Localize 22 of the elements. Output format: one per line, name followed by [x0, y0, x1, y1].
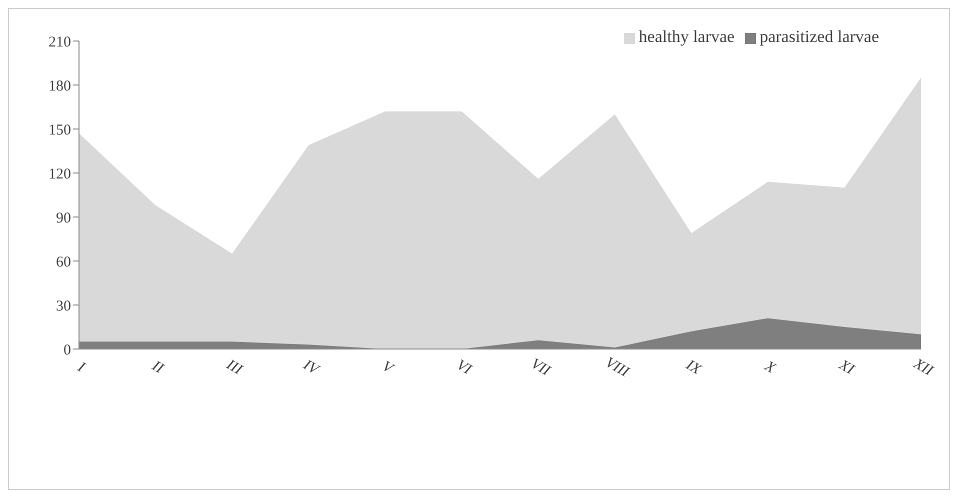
x-tick-label: II — [148, 358, 167, 378]
y-tick-label: 120 — [48, 166, 71, 182]
x-tick-label: VII — [528, 356, 554, 380]
x-tick-label: IV — [300, 356, 322, 379]
y-tick-label: 150 — [48, 122, 71, 138]
legend-label: parasitized larvae — [760, 27, 879, 46]
y-tick-label: 0 — [64, 342, 71, 358]
x-tick-label: IX — [682, 356, 704, 378]
x-tick-label: VI — [454, 357, 475, 378]
x-tick-label: XII — [910, 355, 936, 380]
y-tick-label: 60 — [56, 254, 71, 270]
x-tick-label: V — [379, 358, 397, 378]
x-tick-label: VIII — [602, 354, 632, 381]
x-tick-label: XI — [835, 356, 858, 378]
x-tick-label: X — [761, 358, 779, 378]
legend-label: healthy larvae — [638, 27, 735, 46]
x-tick-label: I — [74, 358, 88, 376]
y-tick-label: 30 — [56, 298, 71, 314]
y-tick-label: 90 — [56, 210, 71, 226]
y-tick-label: 180 — [48, 78, 71, 94]
y-tick-label: 210 — [48, 34, 71, 50]
x-tick-label: III — [222, 356, 246, 379]
